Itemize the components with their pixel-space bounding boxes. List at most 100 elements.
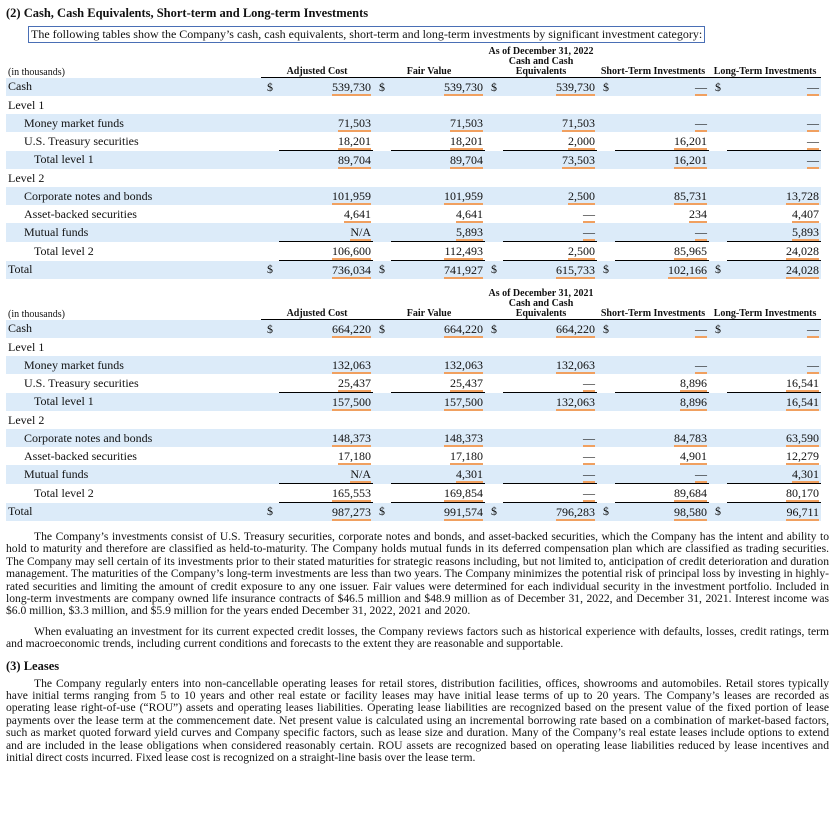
cell: — [615, 77, 710, 96]
empty-cell [709, 429, 728, 447]
empty-cell [485, 205, 503, 223]
cell-value: 987,273 [332, 504, 371, 521]
table-row: Total $987,273 $991,574 $796,283 $98,580 $96,… [6, 502, 822, 521]
cell-value: 991,574 [444, 504, 484, 521]
cell-value: 2,500 [568, 243, 596, 260]
cell-value: 16,201 [674, 133, 708, 150]
cell-value: 106,600 [332, 243, 371, 260]
row-label: Level 2 [8, 412, 45, 427]
cell-value: 132,063 [332, 357, 371, 374]
cell-value: 664,220 [444, 321, 484, 338]
cell: 89,704 [391, 150, 486, 169]
cell: N/A [279, 465, 373, 484]
page: (2) Cash, Cash Equivalents, Short-term a… [6, 6, 829, 764]
cell-value: 148,373 [332, 430, 371, 447]
section-heading: (3) Leases [6, 658, 60, 673]
empty-cell [709, 132, 727, 151]
empty-cell [261, 338, 279, 356]
empty-cell [261, 150, 279, 169]
cell-value: 89,684 [674, 485, 708, 502]
table-row: Cash $664,220 $664,220 $664,220 $ — $ — [6, 319, 822, 338]
cell-value: 16,541 [786, 375, 820, 392]
row-label: Total [6, 502, 261, 521]
empty-cell [503, 169, 597, 187]
empty-cell [615, 96, 709, 114]
cell: 25,437 [391, 374, 485, 393]
cell: 17,180 [391, 447, 485, 465]
header-row: (in thousands) Adjusted Cost Fair Value Cas… [6, 299, 822, 320]
cell: 8,896 [615, 374, 709, 393]
cell-value: 664,220 [332, 321, 371, 338]
empty-cell [279, 96, 373, 114]
cell: — [727, 77, 822, 96]
empty-cell [485, 374, 503, 393]
cell: — [503, 447, 597, 465]
cell: 102,166 [615, 260, 710, 279]
empty-cell [373, 411, 391, 429]
cell: 5,893 [391, 223, 486, 242]
cell-value: — [583, 466, 596, 483]
cell-value: 112,493 [444, 243, 484, 260]
row-label: Level 2 [8, 170, 45, 185]
table-row: Asset-backed securities 4,641 4,641 — 234 4,4… [6, 205, 821, 223]
cell: 16,201 [615, 150, 710, 169]
cell-value: 5,893 [456, 224, 484, 241]
table-row: Total level 2 106,600 112,493 2,500 85,965 24… [6, 241, 822, 261]
cell: 4,641 [391, 205, 485, 223]
cell-value: 71,503 [450, 115, 484, 132]
empty-cell [485, 187, 504, 205]
cell-value: — [695, 466, 708, 483]
empty-cell [485, 242, 503, 261]
empty-cell [503, 96, 597, 114]
cell-value: — [807, 152, 820, 169]
empty-cell [373, 447, 391, 465]
data-table: As of December 31, 2021 (in thousands) Adj… [6, 287, 822, 521]
cell-value: 24,028 [786, 262, 820, 279]
table-row: Mutual funds N/A 5,893 — — 5,893 [6, 223, 822, 242]
empty-cell [261, 447, 279, 465]
row-label: Total level 1 [6, 392, 261, 411]
cell-value: 165,553 [332, 485, 371, 502]
cell-value: 2,000 [568, 133, 596, 150]
cell: — [503, 429, 598, 447]
empty-cell [615, 338, 709, 356]
cell: — [503, 465, 598, 484]
empty-cell [485, 356, 504, 374]
cell: 89,684 [615, 483, 710, 503]
empty-cell [373, 242, 391, 261]
empty-cell [373, 392, 391, 411]
data-table: As of December 31, 2022 (in thousands) Adj… [6, 45, 822, 279]
cell-value: — [583, 430, 596, 447]
cell: 89,704 [279, 150, 373, 169]
unit: (in thousands) [8, 66, 65, 78]
empty-cell [709, 205, 727, 223]
cell-value: 2,500 [568, 188, 596, 205]
cell: 17,180 [279, 447, 373, 465]
empty-cell [261, 242, 279, 261]
empty-cell [503, 411, 597, 429]
empty-cell [597, 392, 616, 411]
cell-value: 5,893 [792, 224, 820, 241]
empty-cell [373, 150, 391, 169]
cell-value: 85,965 [674, 243, 708, 260]
empty-cell [597, 338, 615, 356]
cell: — [503, 205, 597, 223]
row-label: Cash [6, 77, 261, 96]
cell: 4,641 [279, 205, 373, 223]
cell: 539,730 [503, 77, 598, 96]
tables: As of December 31, 2022 (in thousands) Adj… [6, 45, 829, 521]
cell-value: 96,711 [786, 504, 820, 521]
currency: $ [485, 319, 504, 338]
cell-value: — [583, 224, 596, 241]
cell: 16,541 [727, 392, 822, 411]
cell: 132,063 [279, 356, 373, 374]
cell: 132,063 [503, 392, 598, 411]
cell: 148,373 [391, 429, 486, 447]
empty-cell [709, 169, 727, 187]
empty-cell [391, 96, 485, 114]
empty-cell [597, 223, 616, 242]
cell: 18,201 [391, 132, 485, 151]
cell-value: 8,896 [680, 394, 708, 411]
empty-cell [727, 169, 821, 187]
cell: — [727, 356, 822, 374]
